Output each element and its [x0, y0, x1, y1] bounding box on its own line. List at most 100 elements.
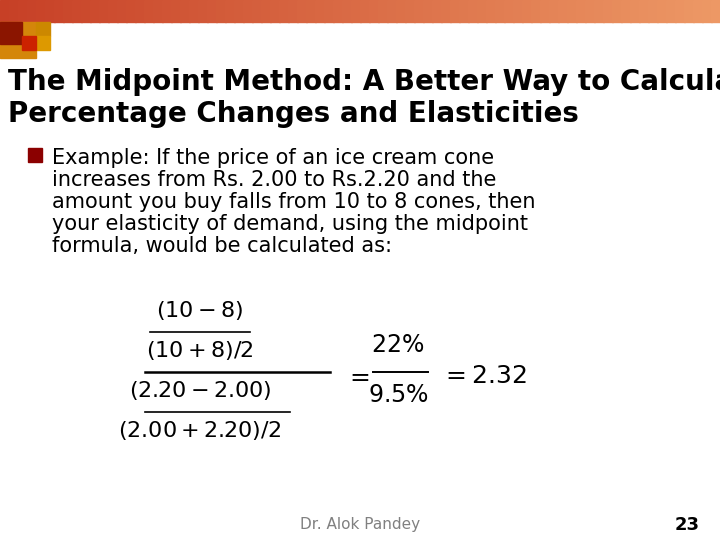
Text: Example: If the price of an ice cream cone: Example: If the price of an ice cream co…: [52, 148, 494, 168]
Bar: [351, 0, 361, 22]
Bar: [189, 0, 199, 22]
Bar: [504, 0, 514, 22]
Text: your elasticity of demand, using the midpoint: your elasticity of demand, using the mid…: [52, 214, 528, 234]
Bar: [639, 0, 649, 22]
Bar: [333, 0, 343, 22]
Bar: [522, 0, 532, 22]
Bar: [0, 22, 36, 58]
Bar: [279, 0, 289, 22]
Bar: [369, 0, 379, 22]
Bar: [45, 0, 55, 22]
Bar: [216, 0, 226, 22]
Bar: [315, 0, 325, 22]
Text: $= 2.32$: $= 2.32$: [441, 364, 527, 388]
Bar: [396, 0, 406, 22]
Bar: [630, 0, 640, 22]
Bar: [180, 0, 190, 22]
Text: $9.5\%$: $9.5\%$: [368, 383, 428, 407]
Bar: [576, 0, 586, 22]
Bar: [36, 22, 50, 36]
Bar: [432, 0, 442, 22]
Bar: [243, 0, 253, 22]
Bar: [684, 0, 694, 22]
Bar: [9, 0, 19, 22]
Bar: [135, 0, 145, 22]
Bar: [495, 0, 505, 22]
Bar: [90, 0, 100, 22]
Bar: [693, 0, 703, 22]
Text: The Midpoint Method: A Better Way to Calculate: The Midpoint Method: A Better Way to Cal…: [8, 68, 720, 96]
Bar: [54, 0, 64, 22]
Bar: [558, 0, 568, 22]
Bar: [675, 0, 685, 22]
Bar: [117, 0, 127, 22]
Bar: [234, 0, 244, 22]
Bar: [387, 0, 397, 22]
Bar: [441, 0, 451, 22]
Bar: [360, 0, 370, 22]
Bar: [0, 22, 22, 44]
Text: $(2.20-2.00)$: $(2.20-2.00)$: [129, 379, 271, 402]
Text: $(2.00+2.20)/2$: $(2.00+2.20)/2$: [118, 418, 282, 442]
Bar: [585, 0, 595, 22]
Bar: [459, 0, 469, 22]
Bar: [63, 0, 73, 22]
Bar: [252, 0, 262, 22]
Bar: [72, 0, 82, 22]
Bar: [378, 0, 388, 22]
Bar: [711, 0, 720, 22]
Bar: [28, 148, 42, 162]
Bar: [270, 0, 280, 22]
Bar: [423, 0, 433, 22]
Bar: [648, 0, 658, 22]
Bar: [702, 0, 712, 22]
Text: $22\%$: $22\%$: [372, 333, 425, 357]
Text: Percentage Changes and Elasticities: Percentage Changes and Elasticities: [8, 100, 579, 128]
Bar: [306, 0, 316, 22]
Bar: [342, 0, 352, 22]
Bar: [288, 0, 298, 22]
Text: formula, would be calculated as:: formula, would be calculated as:: [52, 236, 392, 256]
Bar: [531, 0, 541, 22]
Text: 23: 23: [675, 516, 700, 534]
Text: $=$: $=$: [345, 364, 370, 388]
Bar: [297, 0, 307, 22]
Bar: [36, 0, 46, 22]
Bar: [549, 0, 559, 22]
Bar: [171, 0, 181, 22]
Bar: [612, 0, 622, 22]
Bar: [261, 0, 271, 22]
Bar: [225, 0, 235, 22]
Text: $(10+8)/2$: $(10+8)/2$: [146, 339, 254, 361]
Bar: [22, 36, 36, 50]
Bar: [540, 0, 550, 22]
Bar: [198, 0, 208, 22]
Bar: [486, 0, 496, 22]
Text: amount you buy falls from 10 to 8 cones, then: amount you buy falls from 10 to 8 cones,…: [52, 192, 536, 212]
Bar: [513, 0, 523, 22]
Bar: [36, 36, 50, 50]
Bar: [405, 0, 415, 22]
Bar: [324, 0, 334, 22]
Bar: [450, 0, 460, 22]
Text: $(10-8)$: $(10-8)$: [156, 299, 243, 321]
Bar: [666, 0, 676, 22]
Text: Dr. Alok Pandey: Dr. Alok Pandey: [300, 517, 420, 532]
Bar: [126, 0, 136, 22]
Bar: [18, 0, 28, 22]
Bar: [207, 0, 217, 22]
Bar: [99, 0, 109, 22]
Bar: [657, 0, 667, 22]
Bar: [0, 0, 10, 22]
Text: increases from Rs. 2.00 to Rs.2.20 and the: increases from Rs. 2.00 to Rs.2.20 and t…: [52, 170, 496, 190]
Bar: [594, 0, 604, 22]
Bar: [162, 0, 172, 22]
Bar: [603, 0, 613, 22]
Bar: [468, 0, 478, 22]
Bar: [108, 0, 118, 22]
Bar: [567, 0, 577, 22]
Bar: [621, 0, 631, 22]
Bar: [27, 0, 37, 22]
Bar: [414, 0, 424, 22]
Bar: [477, 0, 487, 22]
